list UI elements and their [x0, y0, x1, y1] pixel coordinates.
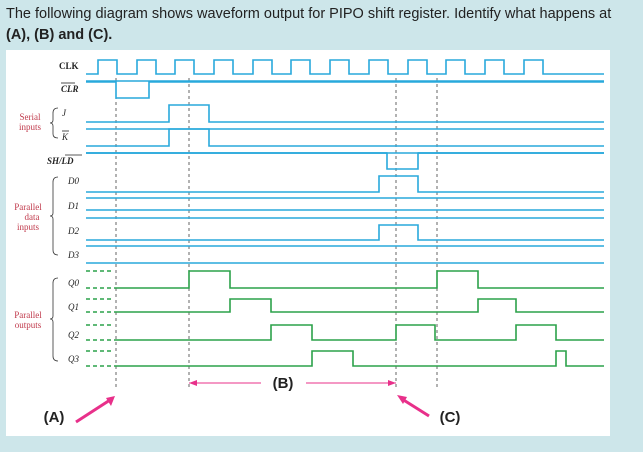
group-parallel-data-line2: data	[25, 212, 40, 222]
wave-q0	[114, 270, 604, 289]
label-q3: Q3	[68, 354, 79, 364]
wave-k	[86, 128, 604, 147]
label-d3: D3	[67, 250, 79, 260]
label-q0: Q0	[68, 278, 79, 288]
pipo-timing-diagram: CLK CLR J K SH/LD D0 D1 D2 D3 Q0 Q1 Q2 Q…	[6, 50, 610, 436]
diagram-background	[6, 50, 610, 436]
wave-j	[86, 104, 604, 123]
label-clk: CLK	[59, 61, 79, 71]
question-text: The following diagram shows waveform out…	[6, 4, 636, 46]
wave-q3	[114, 350, 604, 367]
waveforms	[86, 59, 604, 367]
wave-q1	[114, 298, 604, 313]
group-parallel-data-line1: Parallel	[14, 202, 42, 212]
label-q1: Q1	[68, 302, 79, 312]
group-serial-line1: Serial	[20, 112, 41, 122]
marker-a-label: (A)	[44, 409, 65, 426]
wave-clk	[86, 59, 604, 75]
label-j: J	[62, 108, 67, 118]
label-d1: D1	[67, 201, 79, 211]
wave-d2	[86, 224, 604, 241]
group-parallel-data-line3: inputs	[17, 222, 40, 232]
label-shld: SH/LD	[47, 156, 74, 166]
marker-b-label: (B)	[273, 375, 294, 392]
question-sentence: The following diagram shows waveform out…	[6, 6, 612, 22]
marker-c-label: (C)	[440, 409, 461, 426]
label-clr: CLR	[61, 84, 79, 94]
wave-q2	[114, 324, 604, 341]
question-bold-part: (A), (B) and (C).	[6, 27, 113, 43]
marker-b-span	[189, 380, 396, 386]
label-d0: D0	[67, 176, 79, 186]
wave-d0	[86, 175, 604, 193]
label-d2: D2	[67, 226, 79, 236]
group-parallel-outputs-line1: Parallel	[14, 310, 42, 320]
brace-parallel-data	[49, 176, 59, 256]
group-serial-line2: inputs	[19, 122, 42, 132]
label-q2: Q2	[68, 330, 79, 340]
marker-c-arrow	[397, 395, 430, 418]
brace-serial	[49, 107, 59, 139]
label-k: K	[61, 132, 69, 142]
group-parallel-outputs-line2: outputs	[15, 320, 42, 330]
brace-parallel-outputs	[49, 277, 59, 362]
marker-a-arrow	[75, 396, 115, 424]
wave-clr	[86, 81, 604, 99]
